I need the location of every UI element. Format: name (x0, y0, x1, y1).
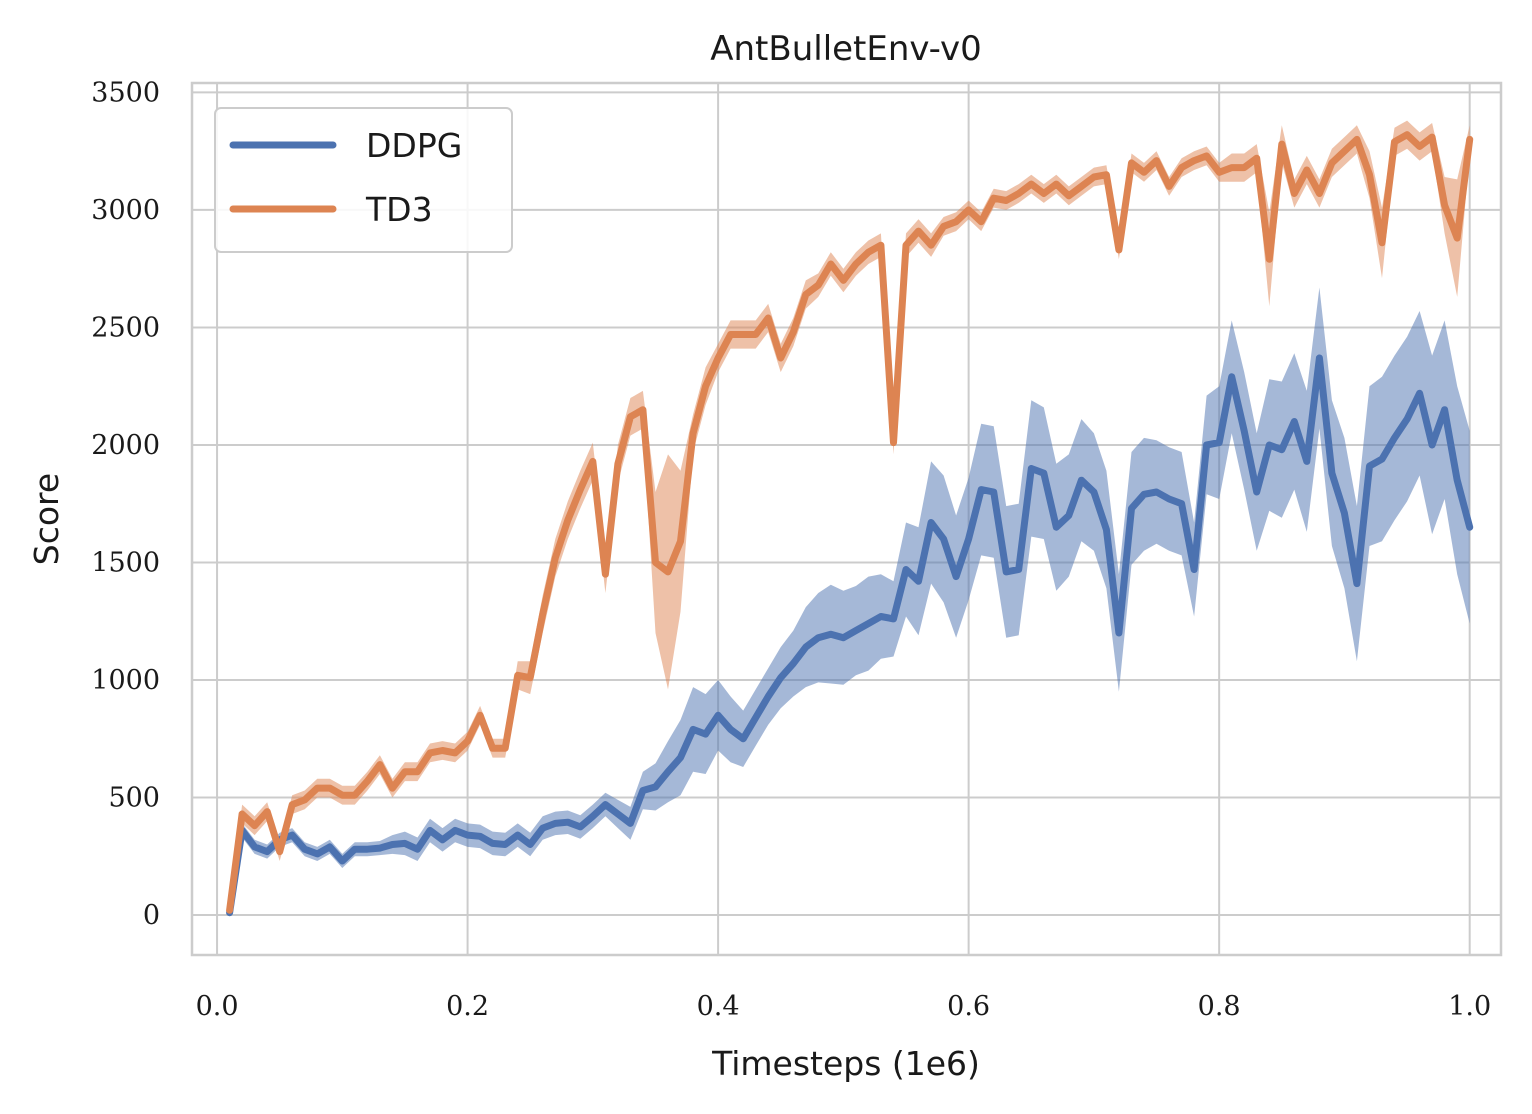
series-band-ddpg (229, 287, 1470, 915)
chart-title: AntBulletEnv-v0 (710, 29, 982, 69)
confidence-bands (229, 120, 1470, 915)
y-tick-label: 1000 (91, 665, 160, 696)
y-tick-label: 2500 (91, 312, 160, 343)
plot-frame (190, 81, 1503, 957)
x-tick-label: 0.8 (1198, 991, 1241, 1022)
y-tick-label: 2000 (91, 430, 160, 461)
x-tick-label: 0.6 (947, 991, 990, 1022)
legend-label-td3: TD3 (365, 190, 433, 229)
series-line-td3 (226, 131, 1474, 914)
legend-box (214, 107, 513, 253)
series-lines (226, 131, 1474, 917)
y-tick-label: 1500 (91, 547, 160, 578)
x-tick-label: 1.0 (1448, 991, 1491, 1022)
y-tick-label: 0 (143, 900, 160, 931)
x-axis-label: Timesteps (1e6) (711, 1044, 980, 1083)
y-tick-label: 3500 (91, 77, 160, 108)
x-tick-labels: 0.0 0.2 0.4 0.6 0.8 1.0 (196, 991, 1492, 1022)
y-axis-label: Score (27, 473, 66, 565)
series-band-td3 (229, 120, 1470, 913)
x-tick-label: 0.4 (697, 991, 740, 1022)
y-tick-label: 500 (108, 783, 160, 814)
series-line-ddpg (226, 354, 1474, 917)
legend: DDPG TD3 (214, 107, 513, 253)
x-tick-label: 0.2 (446, 991, 489, 1022)
y-tick-label: 3000 (91, 195, 160, 226)
y-tick-labels: 0 500 1000 1500 2000 2500 3000 3500 (91, 77, 160, 931)
legend-label-ddpg: DDPG (366, 126, 462, 165)
x-tick-label: 0.0 (196, 991, 239, 1022)
